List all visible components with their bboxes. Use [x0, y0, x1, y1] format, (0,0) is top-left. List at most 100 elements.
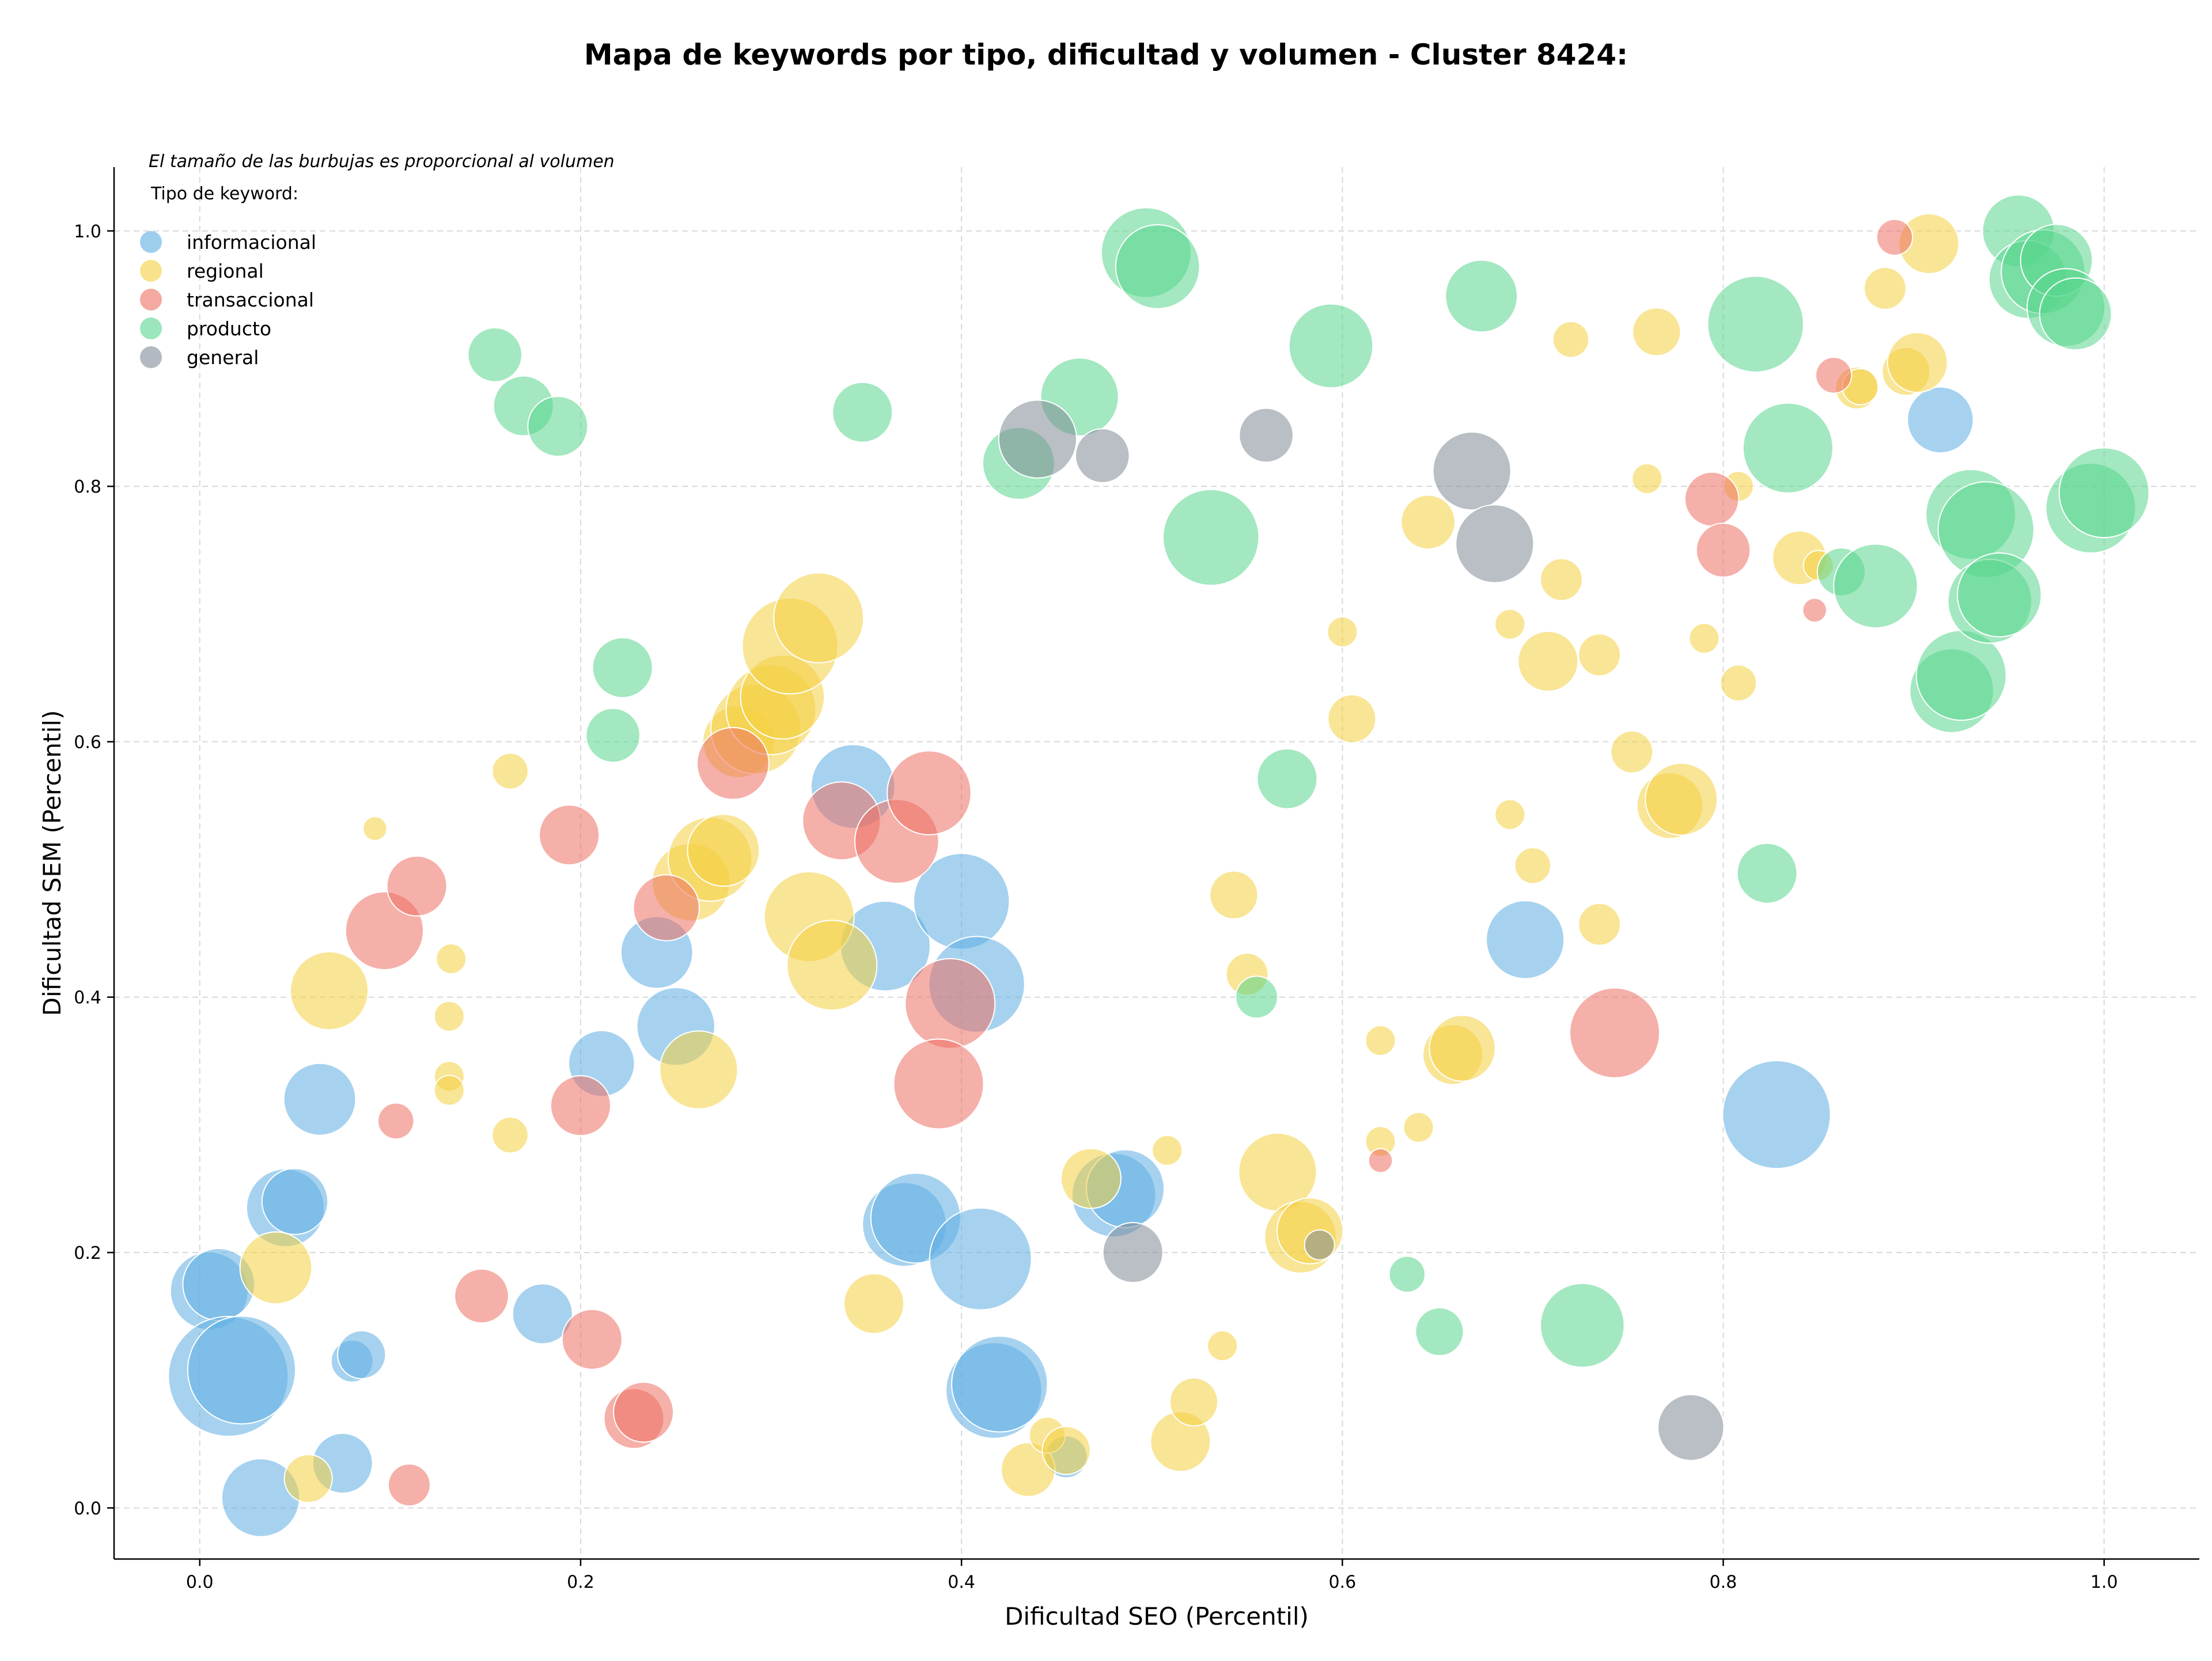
bubble-producto-14: [1388, 1255, 1426, 1293]
bubble-regional-13: [687, 814, 760, 887]
bubble-regional-8: [491, 752, 529, 790]
bubble-transaccional-20: [1695, 523, 1751, 578]
bubble-producto-5: [832, 381, 893, 443]
bubble-general-5: [1432, 431, 1512, 511]
bubble-regional-31: [1209, 870, 1259, 920]
bubble-regional-64: [1863, 267, 1907, 310]
bubble-transaccional-3: [386, 855, 448, 917]
bubble-producto-2: [527, 395, 589, 457]
bubble-regional-2: [289, 951, 369, 1031]
bubble-regional-19: [773, 572, 865, 664]
legend-label-transaccional: transaccional: [187, 289, 314, 311]
legend-marker-regional: [140, 260, 162, 282]
bubble-producto-15: [1415, 1307, 1464, 1357]
bubble-transaccional-9: [613, 1382, 675, 1443]
y-tick-label-1: 0.2: [74, 1243, 101, 1263]
bubble-producto-20: [1742, 402, 1834, 494]
bubble-general-4: [1304, 1229, 1335, 1261]
legend: Tipo de keyword: informacional regional tr…: [140, 184, 316, 369]
bubble-size-note: El tamaño de las burbujas es proporciona…: [149, 152, 615, 172]
bubble-informacional-28: [1722, 1060, 1831, 1170]
legend-marker-transaccional: [140, 289, 162, 311]
bubble-regional-47: [1517, 630, 1579, 692]
bubble-producto-11: [1256, 748, 1318, 809]
bubble-transaccional-23: [1876, 218, 1914, 256]
y-tick-label-4: 0.8: [74, 477, 101, 497]
bubble-transaccional-6: [550, 1075, 611, 1137]
bubble-regional-25: [1041, 1425, 1091, 1475]
bubble-producto-9: [1115, 224, 1200, 309]
bubble-transaccional-14: [887, 750, 972, 835]
bubble-regional-22: [843, 1273, 905, 1334]
bubble-transaccional-4: [454, 1268, 509, 1324]
legend-label-general: general: [187, 346, 259, 369]
bubble-informacional-7: [283, 1062, 357, 1136]
bubble-regional-56: [1645, 762, 1718, 836]
bubble-regional-53: [1631, 463, 1663, 494]
legend-title: Tipo de keyword:: [150, 184, 298, 204]
bubble-informacional-20: [929, 1207, 1032, 1311]
x-tick-label-4: 0.8: [1710, 1572, 1737, 1592]
bubble-transaccional-10: [632, 874, 700, 941]
bubble-regional-46: [1514, 847, 1552, 884]
bubble-regional-40: [1403, 1111, 1434, 1143]
bubble-regional-21: [786, 920, 878, 1011]
bubble-general-1: [1074, 428, 1130, 483]
legend-label-regional: regional: [187, 260, 264, 282]
chart-title: Mapa de keywords por tipo, dificultad y …: [584, 38, 1628, 71]
y-tick-label-5: 1.0: [74, 222, 101, 242]
bubble-transaccional-18: [1569, 987, 1661, 1079]
bubble-regional-36: [1327, 616, 1358, 648]
bubble-transaccional-19: [1684, 471, 1740, 527]
bubble-transaccional-17: [1368, 1148, 1393, 1174]
bubble-regional-30: [1207, 1330, 1238, 1361]
bubble-producto-4: [592, 637, 653, 698]
bubble-producto-16: [1445, 259, 1518, 333]
x-axis-label: Dificultad SEO (Percentil): [1005, 1602, 1309, 1630]
bubble-regional-45: [1494, 799, 1526, 830]
bubble-producto-28: [1957, 552, 2042, 638]
y-axis-label: Dificultad SEM (Percentil): [38, 710, 66, 1016]
bubble-producto-13: [1288, 303, 1374, 389]
bubble-regional-7: [435, 943, 467, 975]
bubble-regional-43: [1429, 1015, 1496, 1082]
bubble-informacional-6: [261, 1168, 329, 1235]
bubble-informacional-11: [512, 1283, 573, 1345]
bubble-regional-48: [1540, 558, 1583, 601]
bubble-producto-36: [2058, 447, 2150, 539]
bubble-regional-3: [362, 816, 388, 841]
bubble-general-0: [998, 399, 1077, 479]
y-tick-label-0: 0.0: [74, 1499, 101, 1519]
x-tick-label-2: 0.4: [948, 1572, 975, 1592]
bubble-transaccional-22: [1815, 357, 1853, 394]
bubble-regional-41: [1400, 494, 1456, 550]
bubble-regional-59: [1719, 664, 1758, 702]
bubble-informacional-29: [1907, 386, 1974, 454]
bubble-producto-10: [1162, 489, 1260, 586]
bubble-regional-49: [1552, 321, 1590, 358]
bubble-producto-0: [467, 327, 522, 383]
bubble-transaccional-16: [893, 1038, 984, 1130]
legend-marker-producto: [140, 317, 162, 339]
x-tick-label-1: 0.2: [567, 1572, 594, 1592]
x-tick-label-5: 1.0: [2090, 1572, 2118, 1592]
tick-layer: 0.0 0.2 0.4 0.6 0.8 1.0 0.0 0.2 0.4 0.6 0.8 1.0: [74, 222, 2118, 1592]
legend-marker-general: [140, 346, 162, 368]
x-tick-label-3: 0.6: [1328, 1572, 1356, 1592]
bubble-regional-29: [1169, 1377, 1219, 1427]
legend-label-producto: producto: [187, 317, 271, 340]
bubble-regional-1: [283, 1454, 333, 1503]
bubble-producto-22: [1833, 543, 1918, 629]
bubble-transaccional-7: [561, 1308, 623, 1370]
bubble-transaccional-11: [696, 727, 770, 800]
bubble-regional-38: [1365, 1025, 1396, 1057]
bubble-regional-51: [1578, 633, 1622, 677]
bubble-layer: [168, 194, 2150, 1538]
bubble-producto-24: [1915, 630, 2007, 721]
bubble-producto-34: [2039, 277, 2112, 351]
bubble-producto-19: [1736, 842, 1798, 904]
y-tick-label-2: 0.4: [74, 988, 101, 1008]
bubble-general-7: [1657, 1394, 1725, 1461]
bubble-producto-3: [585, 707, 641, 763]
